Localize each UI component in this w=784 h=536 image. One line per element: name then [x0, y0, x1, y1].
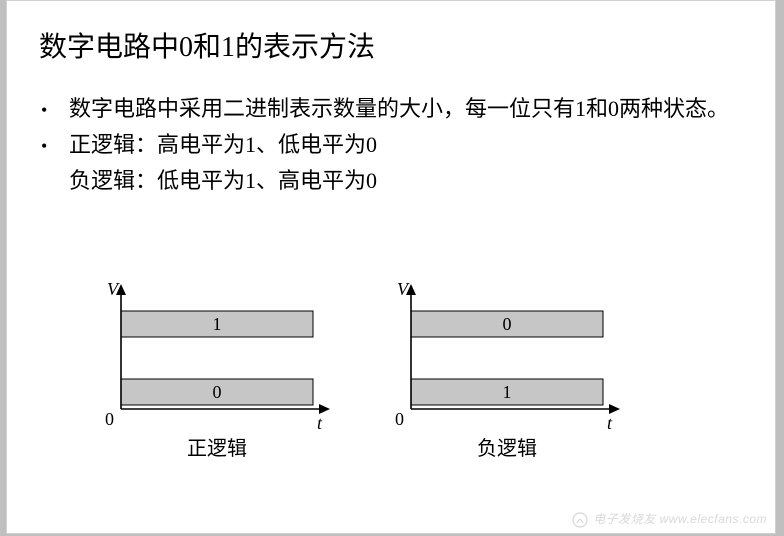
bullet-item: • 数字电路中采用二进制表示数量的大小，每一位只有1和0两种状态。 — [41, 93, 751, 125]
slide: 数字电路中0和1的表示方法 • 数字电路中采用二进制表示数量的大小，每一位只有1… — [6, 0, 776, 534]
svg-text:0: 0 — [105, 409, 114, 429]
svg-text:t: t — [607, 413, 613, 433]
diagram-area: Vt 0 1 0 正逻辑 Vt 0 0 1 负逻辑 — [97, 279, 697, 499]
svg-text:0: 0 — [395, 409, 404, 429]
svg-text:V: V — [397, 279, 410, 299]
svg-text:0: 0 — [503, 314, 512, 334]
watermark: 电子发烧友 www.elecfans.com — [571, 510, 767, 529]
svg-text:0: 0 — [213, 382, 222, 402]
bullet-marker: • — [41, 93, 69, 123]
watermark-text: 电子发烧友 www.elecfans.com — [593, 512, 767, 526]
bullet-marker — [41, 165, 69, 169]
bullet-text: 正逻辑：高电平为1、低电平为0 — [69, 129, 751, 161]
bullet-item: 负逻辑：低电平为1、高电平为0 — [41, 165, 751, 197]
svg-text:t: t — [317, 413, 323, 433]
bullet-text: 负逻辑：低电平为1、高电平为0 — [69, 165, 751, 197]
slide-title: 数字电路中0和1的表示方法 — [39, 25, 375, 65]
svg-text:正逻辑: 正逻辑 — [187, 437, 247, 460]
bullet-item: • 正逻辑：高电平为1、低电平为0 — [41, 129, 751, 161]
svg-text:1: 1 — [503, 382, 512, 402]
svg-text:1: 1 — [213, 314, 222, 334]
slide-body: • 数字电路中采用二进制表示数量的大小，每一位只有1和0两种状态。 • 正逻辑：… — [41, 93, 751, 201]
svg-text:负逻辑: 负逻辑 — [477, 437, 537, 460]
bullet-marker: • — [41, 129, 69, 159]
watermark-icon — [571, 511, 589, 529]
svg-text:V: V — [107, 279, 120, 299]
logic-diagrams: Vt 0 1 0 正逻辑 Vt 0 0 1 负逻辑 — [97, 279, 697, 499]
bullet-text: 数字电路中采用二进制表示数量的大小，每一位只有1和0两种状态。 — [69, 93, 751, 125]
